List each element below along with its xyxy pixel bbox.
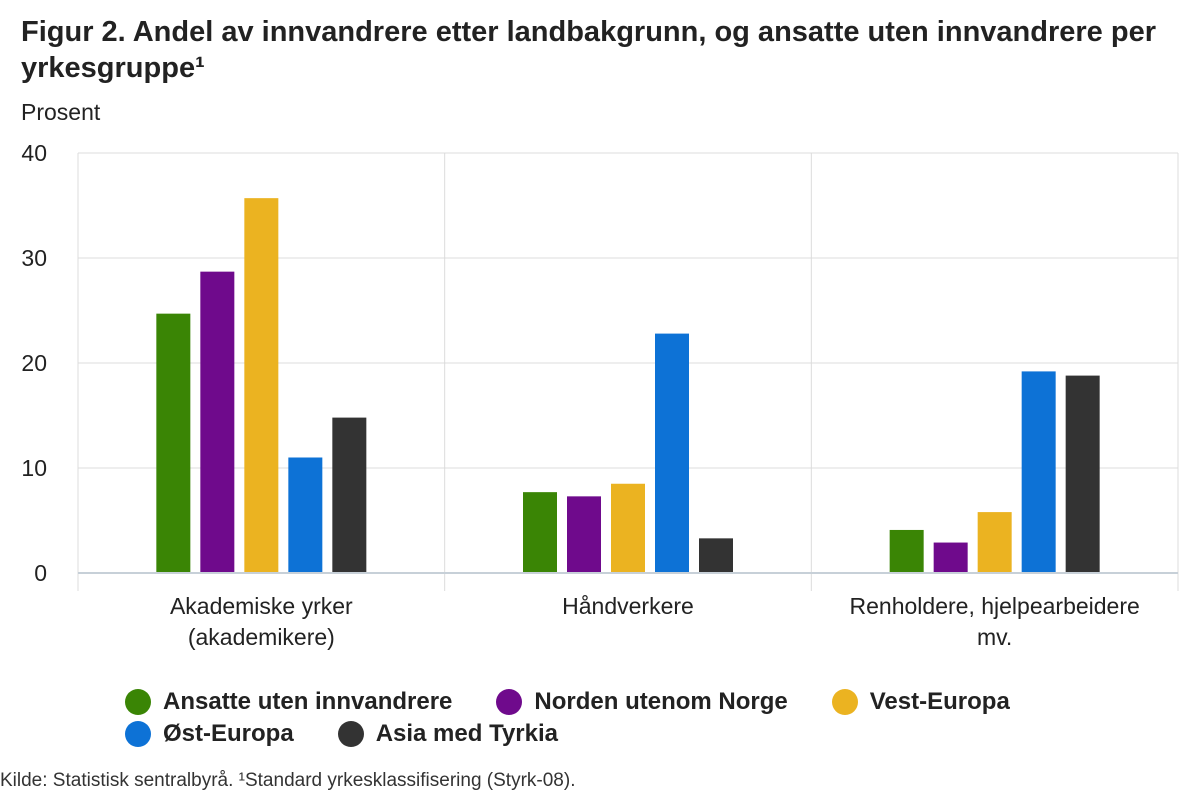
bar bbox=[655, 333, 689, 572]
legend-swatch bbox=[831, 689, 858, 715]
legend-item: Asia med Tyrkia bbox=[337, 720, 558, 748]
legend-swatch bbox=[125, 721, 151, 747]
bar-chart: 0 10 20 30 40 Akademiske yrker (akademikere) H… bbox=[21, 140, 1179, 650]
legend-item: Ansatte uten innvandrere bbox=[125, 688, 452, 716]
source-note: Kilde: Statistisk sentralbyrå. ¹Standard… bbox=[0, 770, 576, 791]
legend-label: Øst-Europa bbox=[163, 720, 294, 747]
chart-title: Figur 2. Andel av innvandrere etter land… bbox=[21, 16, 1156, 84]
y-tick-label: 0 bbox=[34, 560, 47, 586]
category-labels: Akademiske yrker (akademikere) Håndverkere… bbox=[170, 593, 1140, 650]
legend-row: Øst-Europa Asia med Tyrkia bbox=[125, 718, 1125, 750]
bar bbox=[567, 496, 601, 572]
bar bbox=[1021, 371, 1056, 572]
bar bbox=[244, 198, 279, 572]
y-tick-label: 40 bbox=[21, 140, 47, 166]
y-tick-labels: 0 10 20 30 40 bbox=[21, 140, 47, 586]
legend-label: Asia med Tyrkia bbox=[375, 720, 558, 747]
bar bbox=[1065, 375, 1100, 572]
category-label: Håndverkere bbox=[562, 593, 694, 619]
bar bbox=[977, 512, 1012, 572]
category-label: Renholdere, hjelpearbeidere bbox=[850, 593, 1140, 619]
legend-item: Vest-Europa bbox=[831, 688, 1010, 716]
category-label: (akademikere) bbox=[188, 624, 335, 650]
legend-row: Ansatte uten innvandrere Norden utenom No… bbox=[125, 686, 1125, 718]
legend: Ansatte uten innvandrere Norden utenom No… bbox=[125, 686, 1125, 750]
bar bbox=[933, 542, 968, 572]
category-label: Akademiske yrker bbox=[170, 593, 353, 619]
bar bbox=[611, 483, 645, 572]
category-label: mv. bbox=[977, 624, 1012, 650]
y-tick-label: 20 bbox=[21, 350, 47, 376]
legend-label: Vest-Europa bbox=[869, 688, 1010, 715]
legend-label: Ansatte uten innvandrere bbox=[163, 688, 453, 715]
bar bbox=[523, 492, 557, 572]
bar bbox=[699, 538, 733, 572]
bar bbox=[288, 457, 323, 572]
bars bbox=[156, 198, 1100, 572]
bar bbox=[889, 529, 924, 572]
legend-swatch bbox=[496, 689, 523, 715]
bar bbox=[200, 271, 235, 572]
y-tick-label: 30 bbox=[21, 245, 47, 271]
legend-label: Norden utenom Norge bbox=[534, 688, 788, 715]
y-axis-label: Prosent bbox=[21, 99, 101, 125]
bar bbox=[156, 313, 191, 572]
legend-swatch bbox=[337, 721, 364, 747]
legend-item: Øst-Europa bbox=[125, 720, 294, 748]
bar bbox=[332, 417, 367, 572]
y-tick-label: 10 bbox=[21, 455, 47, 481]
legend-swatch bbox=[125, 689, 151, 715]
legend-item: Norden utenom Norge bbox=[496, 688, 788, 716]
